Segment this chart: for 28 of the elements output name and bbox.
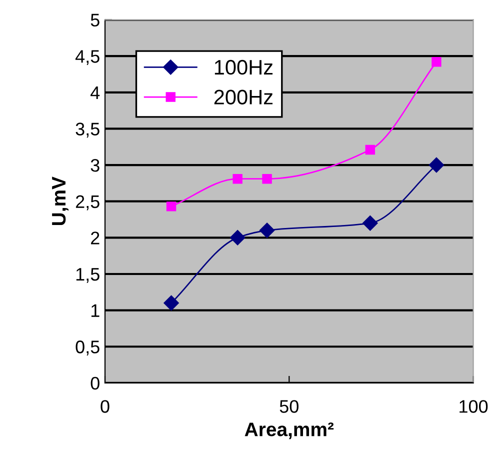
x-tick-label: 100 [460, 400, 488, 413]
y-tick-label: 0,5 [76, 340, 100, 356]
y-tick-label: 1,5 [76, 268, 100, 283]
point [164, 295, 179, 311]
point [362, 216, 378, 231]
y-tick-label: 1 [91, 304, 100, 317]
legend-label: 100Hz [214, 60, 273, 75]
point [365, 144, 376, 155]
point [262, 174, 272, 184]
legend-label: 200Hz [214, 90, 273, 105]
y-tick-label: 4 [90, 86, 100, 99]
y-tick-label: 3,5 [76, 122, 100, 138]
y-tick-label: 0 [90, 376, 100, 390]
point [432, 57, 442, 67]
y-tick-label: 2,5 [76, 195, 100, 210]
point [166, 202, 176, 212]
x-tick-label: 50 [280, 400, 298, 413]
point [230, 230, 246, 246]
y-tick-label: 2 [91, 232, 100, 244]
point [232, 174, 242, 184]
y-tick-label: 3 [90, 158, 100, 172]
x-tick-label: 0 [100, 400, 110, 413]
y-tick-label: 4,5 [75, 50, 100, 65]
y-tick-label: 5 [90, 14, 100, 26]
y-axis-title: U,mV [52, 176, 68, 226]
x-axis-title: Area,mm² [244, 422, 334, 440]
point [428, 157, 444, 173]
point [259, 222, 275, 238]
